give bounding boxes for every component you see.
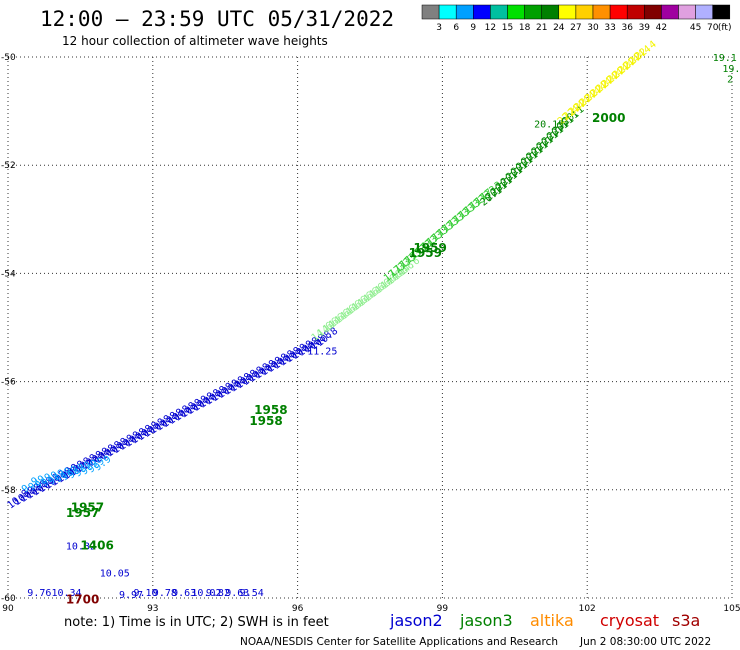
satellite-legend-item: cryosat — [600, 611, 659, 630]
color-swatch — [524, 4, 542, 20]
swh-point-label: 9.63 — [225, 588, 249, 599]
satellite-legend-item: s3a — [672, 611, 700, 630]
plot-area: 10.810.810.810.810.810.810.810.810.810.8… — [1, 39, 740, 614]
color-scale-label: 30 — [587, 23, 599, 33]
pass-time-label: 1959 — [413, 241, 446, 255]
pass-time-label: 2000 — [592, 111, 625, 125]
color-scale-label: 15 — [502, 23, 513, 33]
pass-time-label: 1957 — [66, 506, 99, 520]
color-scale-label: 42 — [656, 23, 667, 33]
pass-time-label: 1958 — [249, 414, 282, 428]
color-swatch — [695, 4, 713, 20]
satellite-legend-item: jason2 — [389, 611, 443, 630]
color-scale-label: 12 — [485, 23, 496, 33]
color-scale-label: 39 — [639, 23, 651, 33]
y-tick-label: -56 — [1, 378, 16, 388]
y-tick-label: -54 — [1, 269, 16, 279]
x-tick-label: 93 — [147, 604, 158, 614]
x-tick-label: 96 — [292, 604, 304, 614]
pass-time-label: 1959 — [409, 246, 442, 260]
edge-swh-label: 19. — [722, 64, 740, 75]
swh-point-label: 10.02 — [191, 588, 221, 599]
edge-swh-label: 2 — [727, 75, 733, 86]
chart-title: 12:00 – 23:59 UTC 05/31/2022 — [40, 7, 394, 31]
color-swatch — [661, 4, 679, 20]
y-tick-label: -52 — [1, 161, 16, 171]
x-tick-label: 102 — [579, 604, 596, 614]
swh-point-label: 10.05 — [100, 568, 130, 579]
y-tick-label: -60 — [1, 594, 16, 604]
y-tick-label: -50 — [1, 53, 16, 63]
credit-text: NOAA/NESDIS Center for Satellite Applica… — [240, 636, 558, 648]
timestamp-text: Jun 2 08:30:00 UTC 2022 — [579, 636, 711, 648]
color-swatch — [712, 4, 731, 20]
color-swatch — [438, 4, 457, 20]
color-swatch — [421, 4, 440, 20]
pass-time-labels: 17001406195719571958195819591959200019.1… — [66, 53, 740, 606]
data-points: 10.349.7610.3210.059.979.109.789.6310.02… — [27, 119, 564, 601]
track-bands: 10.810.810.810.810.810.810.810.810.810.8… — [6, 39, 659, 512]
color-scale-label: 6 — [453, 23, 459, 33]
color-swatch — [626, 4, 645, 20]
swh-point-label: 9.78 — [153, 588, 177, 599]
satellite-legend-item: altika — [530, 611, 574, 630]
swh-point-label: 9.63 — [172, 588, 196, 599]
color-scale-label: 3 — [436, 23, 442, 33]
color-scale-label: 9 — [470, 23, 476, 33]
color-scale-label: 27 — [570, 23, 581, 33]
track-sample-label: 22.4 — [633, 39, 659, 63]
pass-time-label: 1700 — [66, 592, 99, 606]
color-scale-label: 70 — [707, 23, 719, 33]
color-swatch — [592, 4, 611, 20]
color-scale-label: 24 — [553, 23, 565, 33]
color-scale-legend: 3 6 9 12 15 18 21 24 27 30 33 36 39 42 45 70 (ft) — [421, 4, 732, 33]
y-tick-label: -58 — [1, 486, 16, 496]
x-tick-label: 90 — [2, 604, 14, 614]
color-swatch — [644, 4, 662, 20]
color-swatch — [678, 4, 696, 20]
y-axis-ticks: -50 -52 -54 -56 -58 -60 — [1, 53, 16, 604]
swh-point-label: 9.10 — [133, 588, 157, 599]
pass-time-label: 1406 — [80, 538, 113, 552]
grid-lines — [7, 56, 733, 599]
edge-swh-label: 19.1 — [713, 53, 737, 64]
swh-point-label: 9.76 — [27, 588, 51, 599]
color-swatch — [455, 4, 474, 20]
pass-time-label: 1958 — [254, 403, 287, 417]
color-swatch — [558, 4, 577, 20]
footnote: note: 1) Time is in UTC; 2) SWH is in fe… — [64, 615, 329, 630]
swh-point-label: 9.54 — [240, 588, 264, 599]
swh-point-label: 11.25 — [307, 347, 337, 358]
color-scale-unit: (ft) — [718, 23, 732, 33]
color-scale-label: 21 — [536, 23, 547, 33]
color-scale-label: 36 — [621, 23, 633, 33]
color-swatch — [490, 4, 508, 20]
swh-point-label: 10.34 — [51, 588, 81, 599]
color-swatch — [473, 4, 491, 20]
x-tick-label: 99 — [437, 604, 449, 614]
color-scale-label: 33 — [604, 23, 615, 33]
swh-point-label: 20.15 — [534, 119, 564, 130]
color-scale-label: 45 — [690, 23, 701, 33]
chart-subtitle: 12 hour collection of altimeter wave hei… — [62, 34, 328, 48]
color-swatch — [609, 4, 628, 20]
satellite-legend-item: jason3 — [459, 611, 513, 630]
satellite-legend: jason2 jason3 altika cryosat s3a — [389, 611, 700, 630]
color-swatch — [575, 4, 594, 20]
color-swatch — [507, 4, 525, 20]
swh-point-label: 9.82 — [206, 588, 230, 599]
color-swatch — [541, 4, 560, 20]
swh-point-label: 9.97 — [119, 590, 143, 601]
swh-point-label: 10.32 — [66, 541, 96, 552]
color-scale-label: 18 — [519, 23, 531, 33]
x-axis-ticks: 90 93 96 99 102 105 — [2, 604, 740, 614]
x-tick-label: 105 — [723, 604, 740, 614]
pass-time-label: 1957 — [71, 500, 104, 514]
